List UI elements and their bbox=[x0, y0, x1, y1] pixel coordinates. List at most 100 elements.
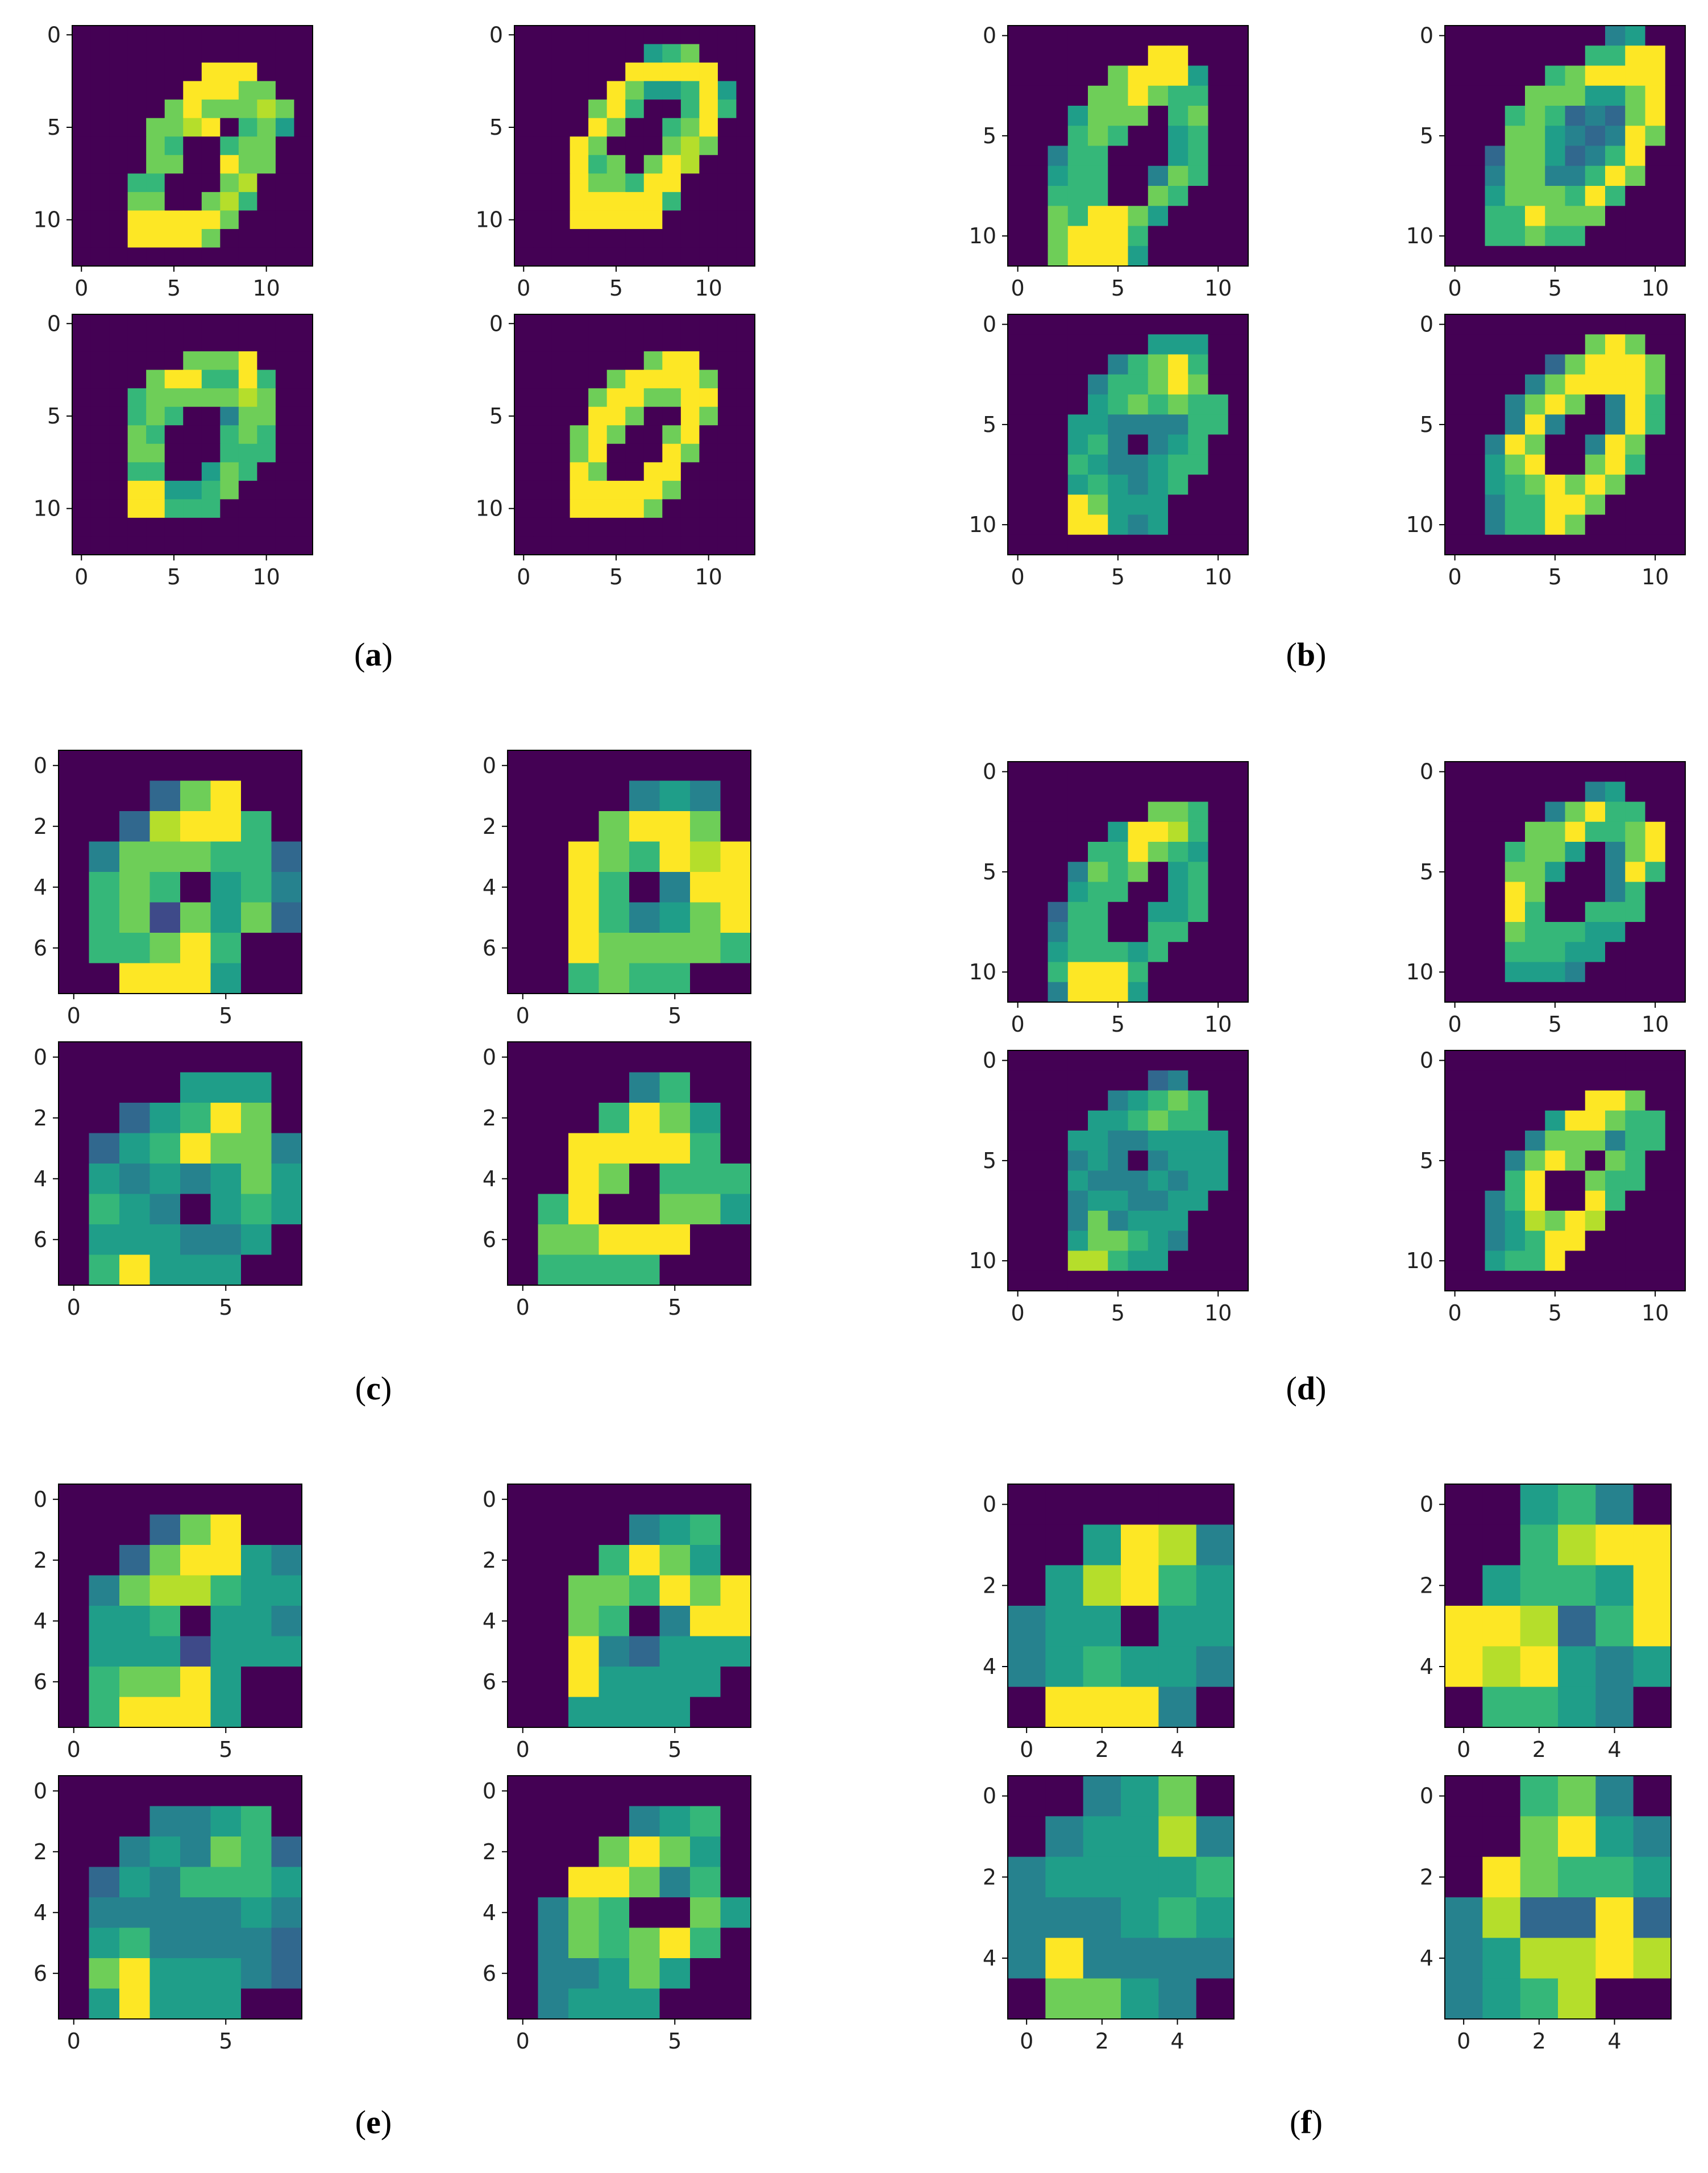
heatmap-cell bbox=[1028, 882, 1049, 903]
heatmap-cell bbox=[1168, 514, 1188, 535]
heatmap-cell bbox=[1505, 454, 1526, 475]
heatmap-cell bbox=[201, 462, 221, 481]
heatmap-cell bbox=[720, 1133, 751, 1164]
heatmap-cell bbox=[570, 99, 589, 119]
heatmap-cell bbox=[1121, 1938, 1159, 1979]
heatmap-cell bbox=[680, 136, 700, 156]
axes-frame bbox=[1007, 1775, 1235, 2020]
heatmap-cell bbox=[1645, 801, 1666, 822]
heatmap-cell bbox=[241, 1224, 272, 1256]
heatmap-cell bbox=[1585, 1170, 1606, 1191]
heatmap-cell bbox=[238, 517, 257, 537]
heatmap-cell bbox=[1148, 394, 1169, 415]
heatmap-cell bbox=[1196, 1816, 1235, 1858]
heatmap-cell bbox=[1505, 226, 1526, 247]
heatmap-cell bbox=[1625, 821, 1646, 842]
heatmap-cell bbox=[1168, 146, 1188, 167]
heatmap-cell bbox=[606, 192, 626, 211]
heatmap-cell bbox=[127, 443, 147, 463]
heatmap-cell bbox=[180, 1697, 211, 1728]
heatmap-cell bbox=[294, 517, 313, 537]
heatmap-cell bbox=[514, 517, 534, 537]
heatmap-cell bbox=[1128, 45, 1149, 67]
heatmap-cell bbox=[1168, 762, 1188, 782]
heatmap-cell bbox=[1645, 454, 1666, 475]
heatmap-cell bbox=[606, 173, 626, 193]
heatmap-cell bbox=[1645, 982, 1666, 1003]
heatmap-cell bbox=[1121, 1524, 1159, 1566]
heatmap-cell bbox=[1445, 962, 1465, 983]
heatmap-cell bbox=[1485, 314, 1506, 335]
heatmap-cell bbox=[508, 1254, 539, 1286]
heatmap-cell bbox=[551, 333, 571, 352]
heatmap-cell bbox=[201, 425, 221, 444]
heatmap-cell bbox=[1158, 1938, 1197, 1979]
heatmap-cell bbox=[538, 963, 569, 994]
heatmap-cell bbox=[1028, 106, 1049, 126]
heatmap-cell bbox=[90, 425, 110, 444]
heatmap-cell bbox=[1505, 1050, 1526, 1071]
heatmap-cell bbox=[1088, 862, 1108, 883]
heatmap-cell bbox=[238, 462, 257, 481]
heatmap-cell bbox=[1028, 514, 1049, 535]
heatmap-cell bbox=[1565, 226, 1586, 247]
heatmap-cell bbox=[1048, 246, 1069, 267]
heatmap-cell bbox=[1465, 495, 1486, 516]
heatmap-cell bbox=[1067, 1070, 1088, 1091]
heatmap-cell bbox=[257, 406, 276, 426]
heatmap-cell bbox=[1505, 962, 1526, 983]
heatmap-cell bbox=[625, 425, 645, 444]
heatmap-cell bbox=[1208, 801, 1229, 822]
heatmap-cell bbox=[238, 44, 257, 63]
heatmap-cell bbox=[201, 517, 221, 537]
heatmap-cell bbox=[220, 351, 239, 371]
heatmap-cell bbox=[1048, 106, 1069, 126]
heatmap-cell bbox=[1088, 126, 1108, 147]
heatmap-cell bbox=[1228, 85, 1249, 106]
heatmap-cell bbox=[1008, 942, 1028, 963]
heatmap-cell bbox=[599, 963, 630, 994]
heatmap-cell bbox=[588, 388, 608, 408]
heatmap-cell bbox=[90, 44, 110, 63]
heatmap-cell bbox=[680, 536, 700, 555]
heatmap-cell bbox=[119, 1958, 151, 1989]
heatmap-cell bbox=[1445, 1938, 1483, 1979]
heatmap-cell bbox=[109, 406, 128, 426]
heatmap-cell bbox=[275, 443, 295, 463]
heatmap-cell bbox=[127, 26, 147, 45]
heatmap-cell bbox=[533, 44, 552, 63]
heatmap-cell bbox=[1067, 922, 1088, 942]
heatmap-cell bbox=[720, 1806, 751, 1837]
heatmap-cell bbox=[220, 499, 239, 518]
heatmap-cell bbox=[1228, 842, 1249, 862]
heatmap-cell bbox=[1605, 821, 1626, 842]
heatmap-cell bbox=[1565, 354, 1586, 375]
x-tick-label: 5 bbox=[1111, 1301, 1125, 1326]
heatmap-cell bbox=[1445, 1270, 1465, 1291]
heatmap-cell bbox=[1188, 126, 1209, 147]
heatmap-cell bbox=[238, 388, 257, 408]
heatmap-cell bbox=[717, 499, 737, 518]
heatmap-cell bbox=[72, 228, 92, 248]
heatmap-cell bbox=[1228, 354, 1249, 375]
heatmap-cell bbox=[1188, 226, 1209, 247]
heatmap-cell bbox=[1168, 1110, 1188, 1131]
heatmap-cell bbox=[275, 499, 295, 518]
heatmap-cell bbox=[238, 192, 257, 211]
heatmap-cell bbox=[1445, 475, 1465, 495]
x-tick-label: 0 bbox=[74, 276, 88, 301]
heatmap-cell bbox=[717, 99, 737, 119]
heatmap-cell bbox=[1048, 1211, 1069, 1231]
heatmap-cell bbox=[508, 933, 539, 964]
heatmap-cell bbox=[1645, 1150, 1666, 1171]
heatmap-cell bbox=[1083, 1816, 1121, 1858]
heatmap-cell bbox=[699, 136, 718, 156]
heatmap-cell bbox=[1108, 454, 1129, 475]
heatmap-cell bbox=[736, 333, 755, 352]
heatmap-cell bbox=[1545, 1131, 1566, 1151]
heatmap-cell bbox=[1168, 782, 1188, 803]
heatmap-cell bbox=[1585, 862, 1606, 883]
heatmap-cell bbox=[568, 1776, 600, 1807]
heatmap-cell bbox=[72, 388, 92, 408]
